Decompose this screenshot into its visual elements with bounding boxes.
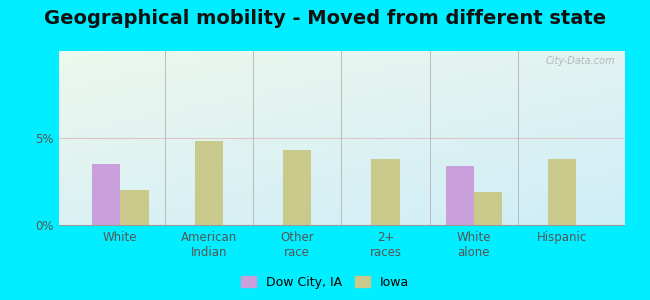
Bar bbox=[283, 150, 311, 225]
Bar bbox=[445, 166, 474, 225]
Bar bbox=[548, 159, 577, 225]
Text: City-Data.com: City-Data.com bbox=[546, 56, 616, 66]
Text: Geographical mobility - Moved from different state: Geographical mobility - Moved from diffe… bbox=[44, 9, 606, 28]
Bar bbox=[474, 192, 502, 225]
Bar bbox=[371, 159, 400, 225]
Legend: Dow City, IA, Iowa: Dow City, IA, Iowa bbox=[236, 271, 414, 294]
Bar bbox=[92, 164, 120, 225]
Bar bbox=[194, 142, 223, 225]
Bar bbox=[120, 190, 149, 225]
